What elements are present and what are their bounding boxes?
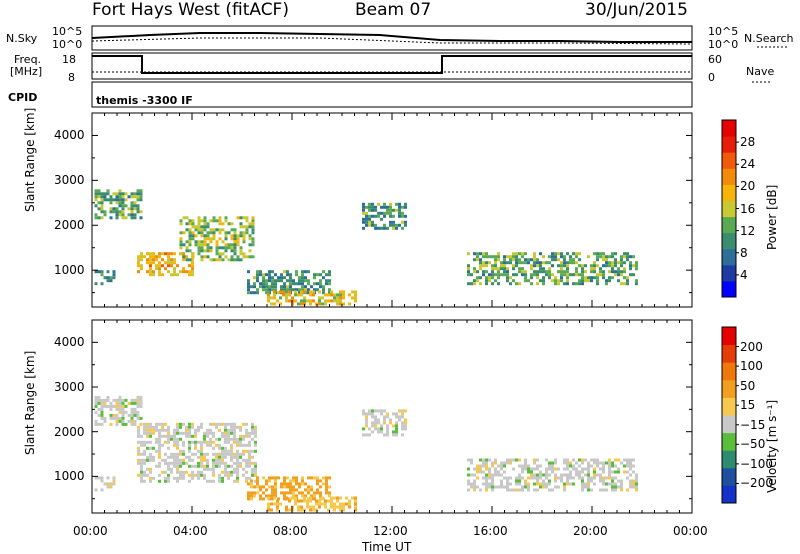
freq-tick-bottom: 8 xyxy=(68,71,75,84)
colorbar-segment xyxy=(722,397,736,416)
colorbar-segment xyxy=(722,152,736,169)
date-label: 30/Jun/2015 xyxy=(585,0,688,20)
cpid-value: themis -3300 IF xyxy=(96,94,193,107)
velocity-ylabel: Slant Range [km] xyxy=(23,350,37,455)
freq-unit: [MHz] xyxy=(10,65,43,78)
colorbar-tick-label: 8 xyxy=(740,245,748,260)
colorbar-segment xyxy=(722,264,736,282)
colorbar-tick-label: 28 xyxy=(740,135,756,150)
colorbar-tick-label: 24 xyxy=(740,157,756,172)
colorbar-segment xyxy=(722,232,736,250)
y-tick-label: 3000 xyxy=(54,173,85,188)
echo-region xyxy=(94,395,143,426)
echo-region xyxy=(267,290,357,306)
colorbar-segment xyxy=(722,379,736,398)
y-tick-label: 4000 xyxy=(54,128,85,143)
x-tick-label: 04:00 xyxy=(173,524,208,538)
colorbar-tick-label: −15 xyxy=(740,417,766,432)
colorbar-tick-label: −100 xyxy=(740,456,773,471)
echo-region xyxy=(94,270,116,286)
nave-label: Nave xyxy=(746,65,775,78)
colorbar-tick-label: −200 xyxy=(740,476,773,491)
colorbar-tick-label: −50 xyxy=(740,437,766,452)
nave-tick-top: 60 xyxy=(708,53,722,66)
freq-tick-top: 18 xyxy=(62,53,76,66)
nave-tick-bottom: 0 xyxy=(708,71,715,84)
colorbar-tick-label: 20 xyxy=(740,179,756,194)
nsearch-line xyxy=(91,37,693,45)
colorbar-tick-label: 50 xyxy=(740,378,756,393)
y-tick-label: 4000 xyxy=(54,335,85,350)
colorbar-segment xyxy=(722,280,736,298)
colorbar-segment xyxy=(722,248,736,266)
colorbar-segment xyxy=(722,168,736,185)
colorbar-segment xyxy=(722,200,736,218)
colorbar-segment xyxy=(722,327,736,346)
y-tick-label: 1000 xyxy=(54,469,85,484)
beam-label: Beam 07 xyxy=(355,0,432,20)
echo-region xyxy=(94,476,116,492)
echo-region xyxy=(362,409,407,437)
colorbar-segment xyxy=(722,362,736,381)
colorbar-segment xyxy=(722,120,736,137)
y-tick-label: 3000 xyxy=(54,380,85,394)
colorbar-segment xyxy=(722,216,736,234)
colorbar-segment xyxy=(722,184,736,201)
colorbar-segment xyxy=(722,136,736,153)
echo-region xyxy=(179,216,255,262)
echo-region xyxy=(247,270,331,295)
colorbar-segment xyxy=(722,450,736,469)
y-tick-label: 1000 xyxy=(54,263,85,278)
echo-region xyxy=(362,202,407,230)
colorbar-tick-label: 16 xyxy=(740,201,756,216)
colorbar-tick-label: 100 xyxy=(740,359,763,374)
velocity-colorbar xyxy=(721,326,739,504)
echo-region xyxy=(267,496,357,512)
nsky-line xyxy=(91,32,692,43)
power-colorbar xyxy=(721,119,739,298)
x-tick-label: 08:00 xyxy=(273,524,308,538)
colorbar-segment xyxy=(722,485,736,504)
station-title: Fort Hays West (fitACF) xyxy=(92,0,289,20)
y-tick-label: 2000 xyxy=(54,218,85,233)
nsky-panel xyxy=(91,25,693,51)
x-tick-label: 16:00 xyxy=(473,524,508,538)
colorbar-segment xyxy=(722,467,736,486)
freq-label: Freq. xyxy=(14,53,42,66)
velocity-panel xyxy=(91,319,693,514)
y-tick-label: 2000 xyxy=(54,424,85,439)
x-tick-label: 12:00 xyxy=(373,524,408,538)
colorbar-tick-label: 200 xyxy=(740,339,763,354)
x-tick-label: 00:00 xyxy=(673,524,708,538)
nsky-tick-bottom: 10^0 xyxy=(52,38,83,51)
x-tick-label: 20:00 xyxy=(573,524,608,538)
colorbar-tick-label: 12 xyxy=(740,223,756,238)
colorbar-segment xyxy=(722,432,736,451)
echo-region xyxy=(137,422,257,483)
xaxis-label: Time UT xyxy=(362,540,412,554)
echo-region xyxy=(247,476,331,501)
power-colorbar-label: Power [dB] xyxy=(765,184,779,250)
colorbar-frame xyxy=(721,326,737,504)
cpid-panel xyxy=(91,81,693,108)
nsearch-label: N.Search xyxy=(744,32,794,45)
nsky-tick-top: 10^5 xyxy=(52,25,83,38)
freq-line xyxy=(92,55,692,74)
colorbar-segment xyxy=(722,415,736,434)
freq-panel xyxy=(91,52,693,80)
x-tick-label: 00:00 xyxy=(73,524,108,538)
nsearch-tick-bottom: 10^0 xyxy=(708,38,739,51)
nsky-label: N.Sky xyxy=(6,32,38,45)
echo-region xyxy=(467,458,638,492)
colorbar-tick-label: 15 xyxy=(740,398,756,413)
nsearch-tick-top: 10^5 xyxy=(708,25,739,38)
cpid-label: CPID xyxy=(8,91,38,104)
colorbar-segment xyxy=(722,344,736,363)
echo-region xyxy=(467,252,638,286)
colorbar-tick-label: 4 xyxy=(740,267,748,282)
power-panel xyxy=(91,112,693,308)
power-ylabel: Slant Range [km] xyxy=(23,107,37,212)
echo-region xyxy=(94,189,143,220)
